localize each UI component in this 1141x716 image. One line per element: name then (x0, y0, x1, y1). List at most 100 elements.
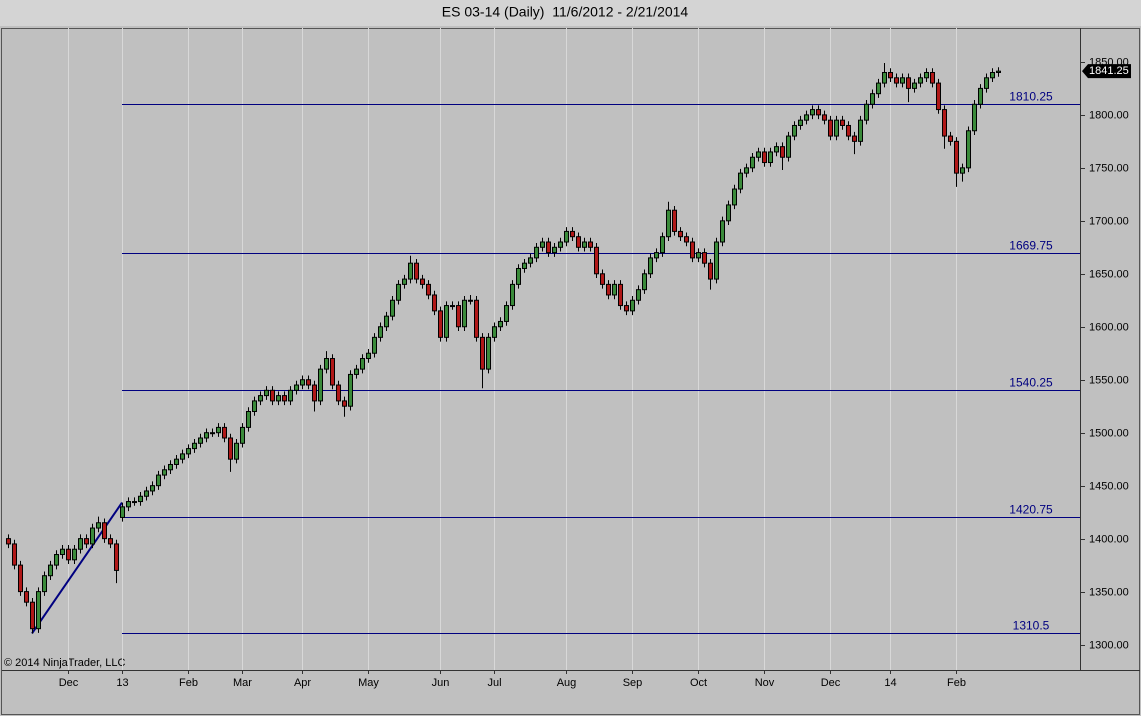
candle-body (828, 119, 833, 137)
x-tick-label: Feb (947, 677, 966, 689)
candle-body (810, 109, 815, 116)
candle-body (396, 283, 401, 301)
candle-body (930, 71, 935, 84)
candle-body (588, 241, 593, 248)
candle-body (852, 135, 857, 142)
candle-body (108, 538, 113, 545)
candle-body (744, 167, 749, 174)
candle-body (324, 358, 329, 370)
candle-body (822, 114, 827, 121)
level-label: 1669.75 (1009, 239, 1053, 253)
candle-body (732, 188, 737, 206)
candle-body (522, 262, 527, 269)
candle-body (786, 135, 791, 158)
chart-title: ES 03-14 (Daily) 11/6/2012 - 2/21/2014 (442, 4, 689, 20)
candle-body (600, 273, 605, 285)
candle-body (618, 283, 623, 307)
candle-body (762, 151, 767, 164)
candle-body (858, 119, 863, 142)
candle-body (24, 591, 29, 603)
candle-body (198, 437, 203, 444)
x-tick-label: 14 (884, 677, 896, 689)
candle-body (456, 305, 461, 328)
candle-body (888, 71, 893, 79)
candle-body (384, 315, 389, 328)
candle-body (420, 278, 425, 285)
candle-body (678, 230, 683, 238)
candle-body (516, 267, 521, 285)
candle-body (432, 294, 437, 312)
candle-body (816, 109, 821, 116)
candle-body (498, 320, 503, 328)
candle-body (450, 305, 455, 308)
candle-body (12, 543, 17, 566)
candle-body (486, 336, 491, 370)
candle-body (918, 77, 923, 84)
candle-body (666, 209, 671, 238)
x-tick-label: Dec (821, 677, 841, 689)
candle-body (492, 326, 497, 338)
candle-body (594, 246, 599, 275)
candle-body (372, 336, 377, 354)
candle-body (774, 146, 779, 153)
candle-body (348, 373, 353, 407)
candle-body (414, 262, 419, 280)
candle-body (312, 384, 317, 402)
candle-body (444, 305, 449, 338)
candle-body (726, 204, 731, 222)
candle-body (996, 70, 1001, 73)
candle-body (540, 241, 545, 248)
candle-body (66, 548, 71, 561)
candle-body (270, 389, 275, 402)
candle-body (480, 336, 485, 370)
candle-body (660, 236, 665, 254)
candle-body (834, 119, 839, 137)
candle-body (924, 71, 929, 79)
candle-body (330, 358, 335, 386)
candle-body (144, 490, 149, 497)
level-label: 1810.25 (1009, 90, 1053, 104)
candle-body (468, 299, 473, 302)
candle-body (48, 564, 53, 577)
candle-body (132, 501, 137, 504)
candle-body (978, 87, 983, 105)
candle-body (942, 109, 947, 137)
candle-body (954, 140, 959, 174)
candle-body (804, 114, 809, 121)
y-tick-label: 1400.00 (1089, 533, 1129, 545)
candle-body (894, 77, 899, 84)
y-tick-label: 1300.00 (1089, 639, 1129, 651)
candle-body (318, 368, 323, 402)
candle-body (240, 426, 245, 444)
candle-body (684, 236, 689, 243)
candle-body (426, 283, 431, 296)
candle-body (756, 151, 761, 158)
candle-body (906, 77, 911, 89)
candle-body (252, 400, 257, 413)
candle-body (690, 241, 695, 259)
x-tick-label: Dec (59, 677, 79, 689)
candle-body (780, 146, 785, 158)
y-tick-label: 1800.00 (1089, 109, 1129, 121)
y-tick-label: 1500.00 (1089, 427, 1129, 439)
x-tick-label: Apr (294, 677, 311, 689)
candle-body (258, 395, 263, 402)
candle-body (696, 252, 701, 259)
candle-body (234, 442, 239, 460)
candle-body (378, 326, 383, 338)
frame (1, 28, 1140, 715)
level-label: 1540.25 (1009, 376, 1053, 390)
candle-body (72, 548, 77, 561)
x-tick-label: Sep (623, 677, 643, 689)
candle-body (174, 458, 179, 465)
candle-body (222, 426, 227, 439)
candle-body (168, 463, 173, 471)
candle-body (264, 389, 269, 397)
candle-body (798, 119, 803, 126)
y-tick-label: 1350.00 (1089, 586, 1129, 598)
candle-body (90, 527, 95, 545)
candle-body (972, 103, 977, 132)
candle-body (360, 358, 365, 370)
